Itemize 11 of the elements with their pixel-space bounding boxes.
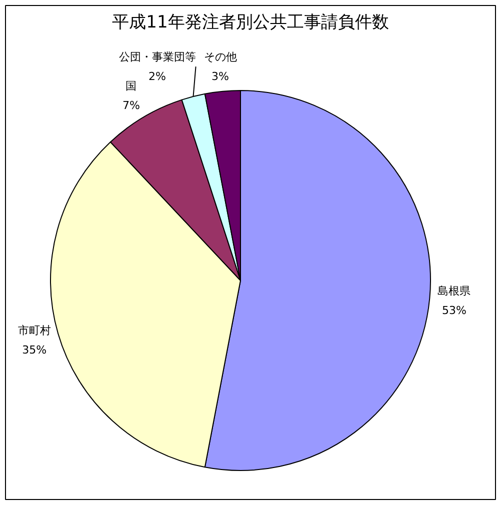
data-label: 7% [122,98,140,112]
slice-label: 公団・事業団等 [118,50,196,64]
slice-label: 島根県 [438,284,471,298]
data-label: 35% [22,344,47,357]
slice-label: 市町村 [18,324,51,338]
slice-label: その他 [204,50,237,64]
data-label: 3% [212,70,230,84]
data-label: 53% [442,304,466,317]
chart-title: 平成11年発注者別公共工事請負件数 [112,12,389,32]
slice-label: 国 [126,79,137,92]
data-label: 2% [148,70,166,83]
